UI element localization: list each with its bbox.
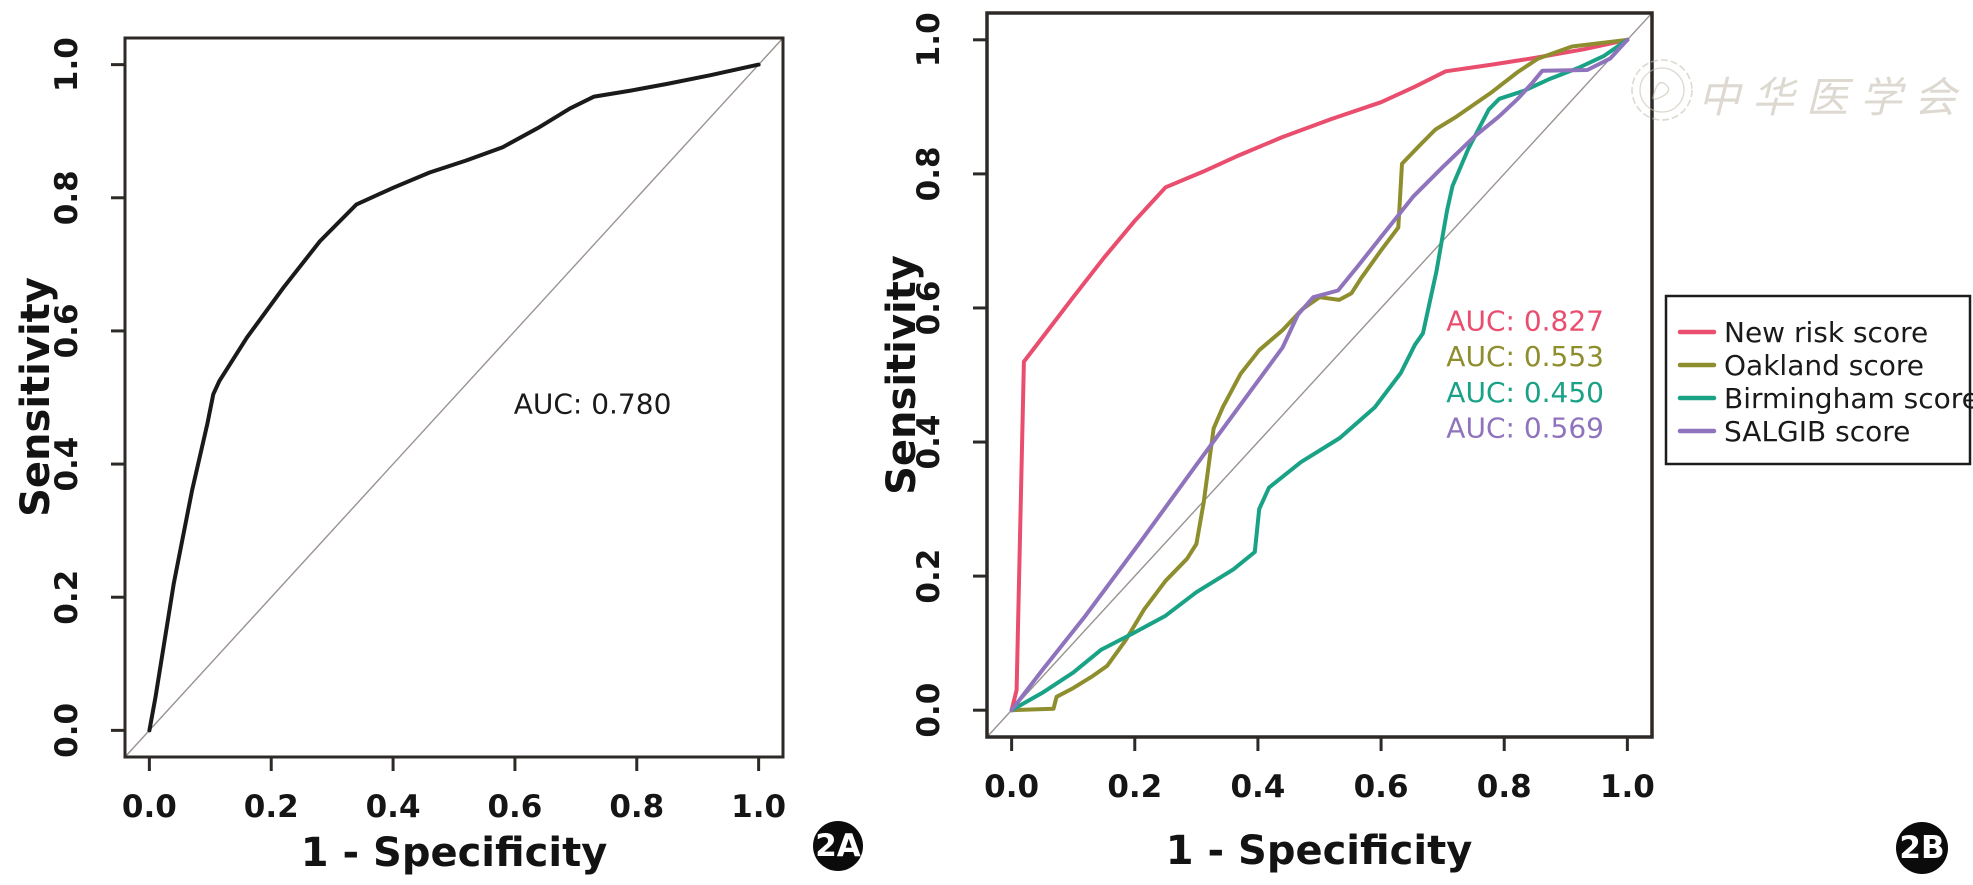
roc-curve-new-risk-score xyxy=(1009,37,1630,713)
legend-label-salgib-score: SALGIB score xyxy=(1724,415,1910,448)
y-tick-label: 0.0 xyxy=(49,703,85,758)
x-tick-label: 0.0 xyxy=(984,769,1039,805)
y-tick-label: 0.6 xyxy=(911,281,947,336)
roc-curve-salgib-score xyxy=(1009,37,1630,713)
figure-badge-2a: 2A xyxy=(813,821,863,871)
auc-annotation: AUC: 0.827 xyxy=(1446,305,1604,338)
panel-2b: 0.0 0.0 0.2 0.2 0.4 0.4 0.6 0.6 0.8 0.8 1.0 1.0 AUC:… xyxy=(911,11,1973,805)
legend-label-new-risk-score: New risk score xyxy=(1724,316,1928,349)
y-tick-label: 0.8 xyxy=(49,170,85,225)
watermark-seal-inner-ring xyxy=(1639,67,1685,113)
x-tick-label: 0.2 xyxy=(244,789,299,825)
y-tick-label: 0.4 xyxy=(49,437,85,492)
figure-badge-2b: 2B xyxy=(1896,822,1948,874)
panel-a-y-axis-title: Sensitivity xyxy=(13,277,59,517)
panel-b-x-axis-title: 1 - Specificity xyxy=(1165,828,1473,874)
y-tick-label: 0.6 xyxy=(49,303,85,358)
roc-curve-roc-curve xyxy=(147,62,761,733)
auc-annotation: AUC: 0.450 xyxy=(1446,376,1604,409)
panel-a-x-axis-title: 1 - Specificity xyxy=(300,830,608,876)
diagonal-reference-line xyxy=(124,37,784,758)
x-tick-label: 1.0 xyxy=(731,789,786,825)
watermark-seal-outer-ring xyxy=(1631,59,1693,121)
panel-b-y-axis-title: Sensitivity xyxy=(879,255,925,495)
diagonal-reference-line xyxy=(986,12,1653,738)
legend-box xyxy=(1664,294,1972,466)
x-tick-label: 0.2 xyxy=(1107,769,1162,805)
panel-2a: 0.0 0.0 0.2 0.2 0.4 0.4 0.6 0.6 0.8 0.8 1.0 1.0 AUC:… xyxy=(49,36,786,825)
y-tick-label: 0.2 xyxy=(911,549,947,604)
roc-curve-oakland-score xyxy=(1009,37,1630,713)
y-tick-label: 0.0 xyxy=(911,683,947,738)
x-tick-label: 0.6 xyxy=(487,789,542,825)
x-tick-label: 0.6 xyxy=(1354,769,1409,805)
legend-label-birmingham-score: Birmingham score xyxy=(1724,382,1973,415)
y-tick-label: 0.4 xyxy=(911,415,947,470)
y-tick-label: 0.2 xyxy=(49,570,85,625)
y-tick-label: 0.8 xyxy=(911,146,947,201)
plot-box xyxy=(985,11,1654,739)
roc-curve-birmingham-score xyxy=(1009,37,1630,713)
x-tick-label: 0.8 xyxy=(609,789,664,825)
y-tick-label: 1.0 xyxy=(49,37,85,92)
x-tick-label: 0.4 xyxy=(1230,769,1285,805)
legend-label-oakland-score: Oakland score xyxy=(1724,349,1924,382)
auc-annotation: AUC: 0.780 xyxy=(514,388,672,421)
watermark-seal xyxy=(1631,59,1693,121)
auc-annotation: AUC: 0.553 xyxy=(1446,340,1604,373)
x-tick-label: 0.8 xyxy=(1477,769,1532,805)
plot-box xyxy=(123,36,785,759)
y-tick-label: 1.0 xyxy=(911,12,947,67)
x-tick-label: 1.0 xyxy=(1600,769,1655,805)
x-tick-label: 0.4 xyxy=(366,789,421,825)
auc-annotation: AUC: 0.569 xyxy=(1446,411,1604,444)
x-tick-label: 0.0 xyxy=(122,789,177,825)
watermark-seal-emblem xyxy=(1652,81,1670,100)
watermark-text: 中华医学会 xyxy=(1698,73,1969,122)
